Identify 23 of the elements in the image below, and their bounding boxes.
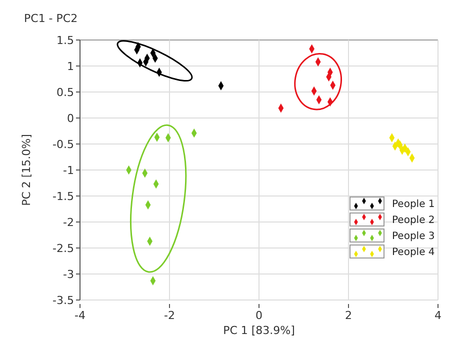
x-tick-label: 0 xyxy=(256,309,262,322)
y-tick-label: 0 xyxy=(67,112,74,125)
y-tick-label: -0.5 xyxy=(52,138,74,151)
x-tick-label: -4 xyxy=(74,309,86,322)
y-tick-label: -1 xyxy=(63,164,74,177)
chart-title: PC1 - PC2 xyxy=(24,12,78,25)
legend-label: People 2 xyxy=(392,215,435,226)
y-tick-label: -2 xyxy=(63,216,74,229)
y-tick-label: -1.5 xyxy=(52,190,74,203)
legend-label: People 4 xyxy=(392,247,435,258)
legend-label: People 3 xyxy=(392,231,435,242)
y-tick-label: -3.5 xyxy=(52,294,74,307)
x-axis-title: PC 1 [83.9%] xyxy=(223,324,295,337)
y-axis-title: PC 2 [15.0%] xyxy=(20,134,33,206)
x-tick-label: -2 xyxy=(164,309,175,322)
y-tick-label: -2.5 xyxy=(52,242,74,255)
x-tick-label: 4 xyxy=(434,309,442,322)
x-tick-label: 2 xyxy=(345,309,352,322)
legend-label: People 1 xyxy=(392,199,435,210)
y-tick-label: 1 xyxy=(67,60,74,73)
y-tick-label: 0.5 xyxy=(56,86,74,99)
y-tick-label: -3 xyxy=(63,268,74,281)
y-tick-label: 1.5 xyxy=(56,34,74,47)
